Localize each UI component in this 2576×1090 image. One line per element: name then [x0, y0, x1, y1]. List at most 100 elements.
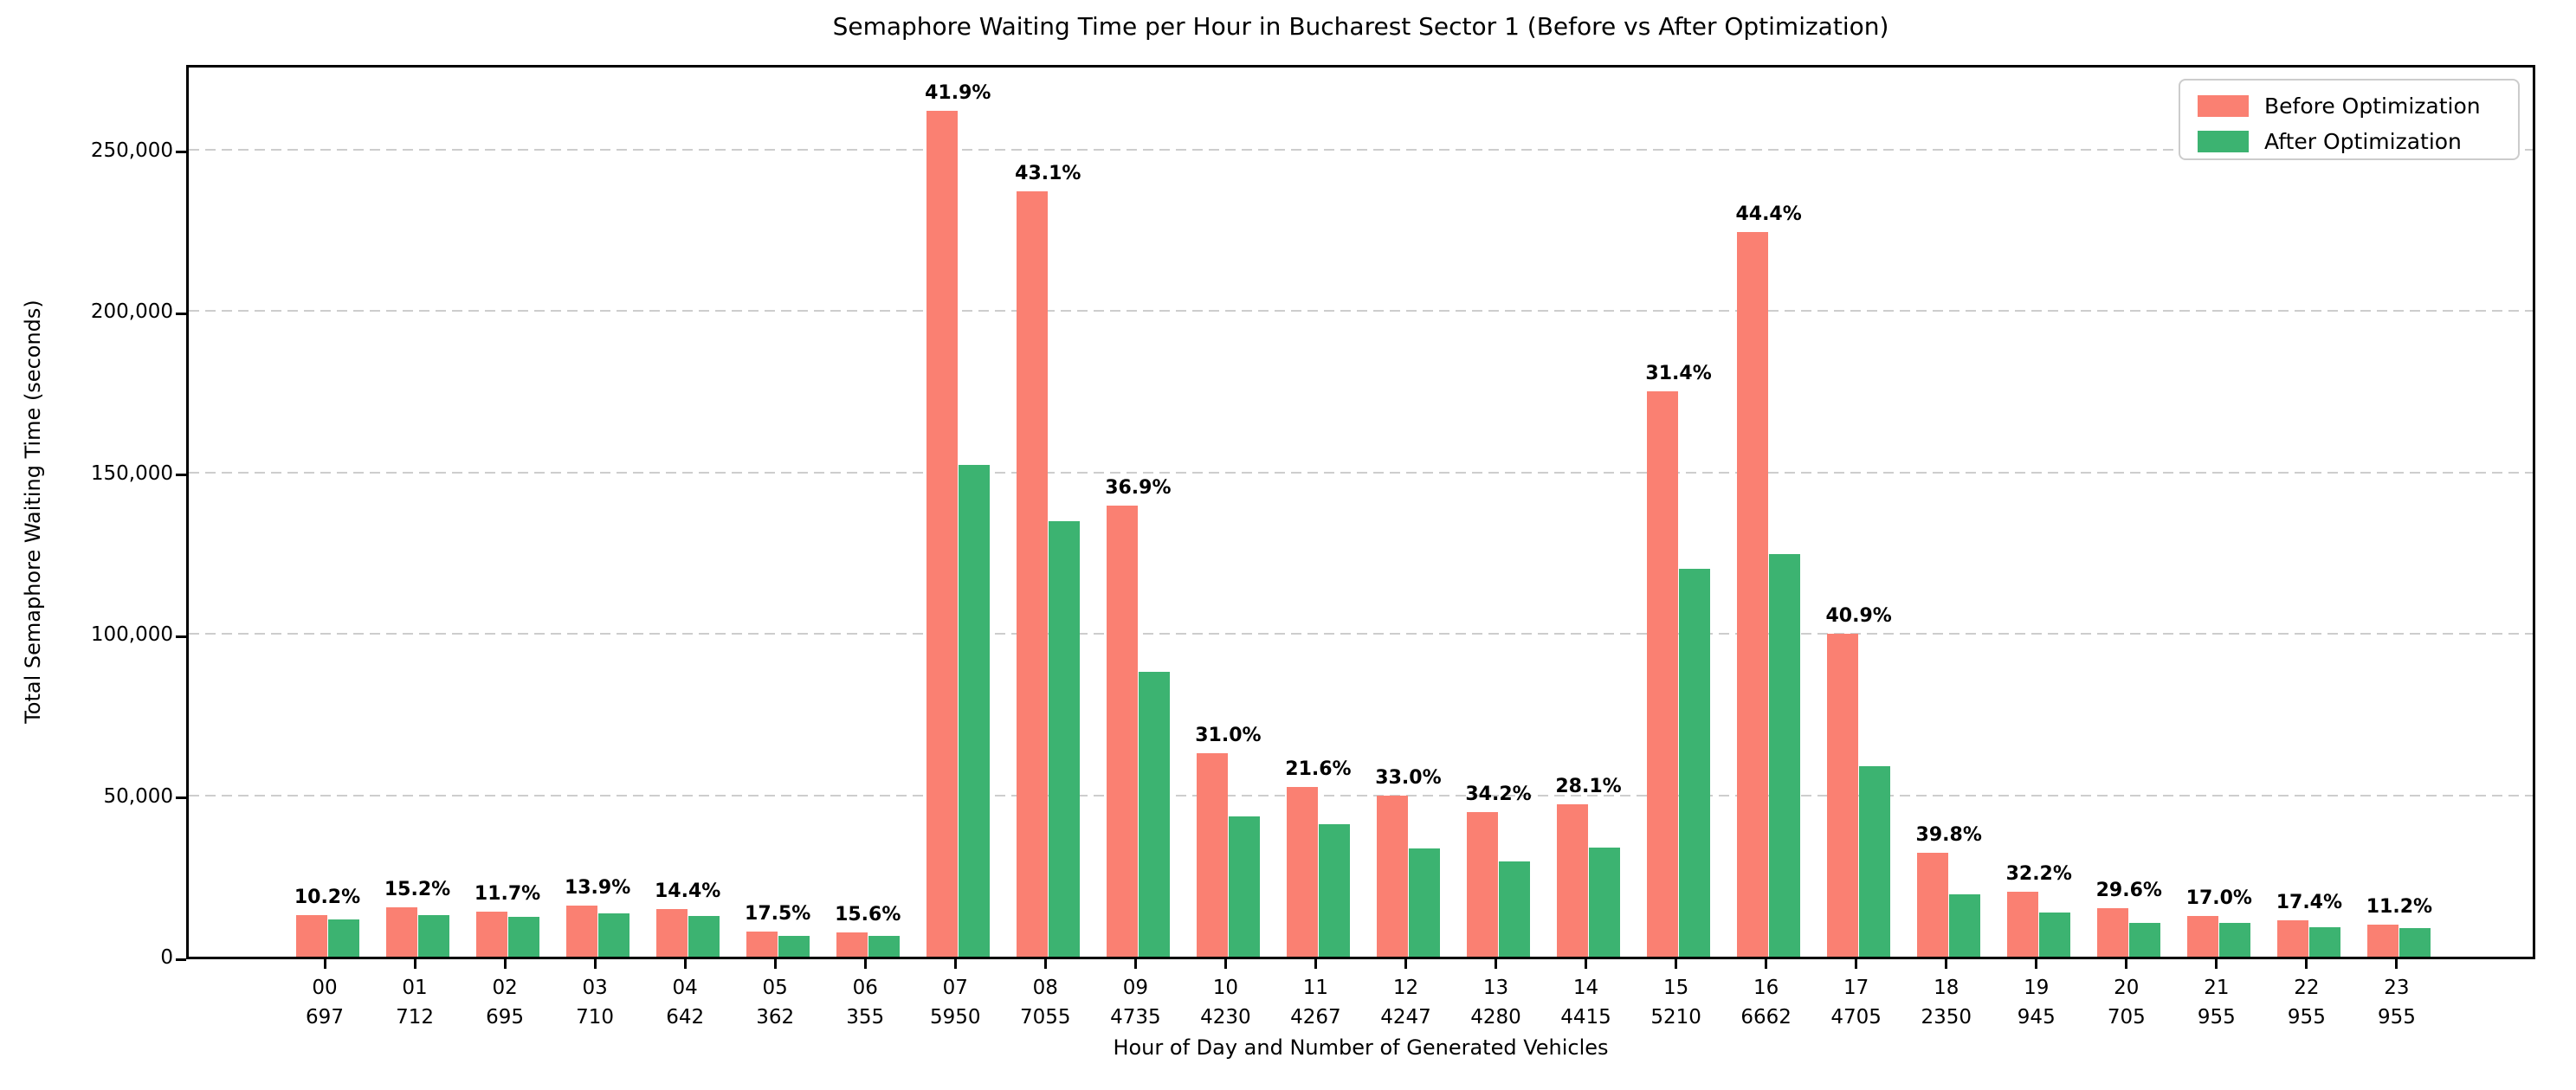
x-tick-mark-16: [1765, 959, 1768, 969]
bar-after-14: [1589, 847, 1621, 957]
reduction-label-17: 40.9%: [1825, 605, 1892, 628]
x-tick-vehicles-08: 7055: [1020, 1006, 1071, 1029]
bar-before-04: [655, 908, 688, 957]
x-tick-vehicles-21: 955: [2197, 1006, 2236, 1029]
bar-before-13: [1467, 812, 1499, 957]
x-tick-hour-23: 23: [2384, 977, 2410, 999]
y-tick-mark-50,000: [176, 797, 186, 800]
x-tick-vehicles-17: 4705: [1830, 1006, 1882, 1029]
bar-after-12: [1408, 848, 1440, 957]
gridline-150,000: [189, 471, 2533, 474]
x-tick-vehicles-07: 5950: [929, 1006, 981, 1029]
bar-after-18: [1949, 893, 1981, 957]
bar-after-02: [507, 917, 539, 957]
reduction-label-01: 15.2%: [384, 879, 451, 901]
x-tick-hour-04: 04: [672, 977, 698, 999]
reduction-label-18: 39.8%: [1915, 824, 1982, 847]
x-tick-label-20: 20 705: [2075, 973, 2179, 1032]
plot-area: 10.2% 15.2% 11.7% 13.9% 14.4% 17.5% 15.6% 41.9%…: [186, 65, 2535, 959]
reduction-label-22: 17.4%: [2276, 892, 2343, 914]
x-tick-hour-00: 00: [312, 977, 338, 999]
reduction-label-04: 14.4%: [654, 880, 721, 902]
bar-after-06: [868, 936, 900, 957]
x-tick-vehicles-12: 4247: [1380, 1006, 1431, 1029]
x-tick-label-19: 19 945: [1985, 973, 2089, 1032]
bar-before-21: [2187, 916, 2219, 957]
x-tick-mark-18: [1945, 959, 1948, 969]
bar-after-20: [2129, 922, 2161, 957]
x-tick-mark-03: [593, 959, 597, 969]
x-tick-label-15: 15 5210: [1624, 973, 1728, 1032]
x-tick-hour-19: 19: [2024, 977, 2050, 999]
x-tick-hour-03: 03: [582, 977, 608, 999]
x-tick-mark-08: [1043, 959, 1047, 969]
x-tick-label-14: 14 4415: [1534, 973, 1638, 1032]
bar-after-00: [327, 919, 359, 957]
legend-entry-after: After Optimization: [2198, 126, 2518, 156]
x-tick-vehicles-18: 2350: [1921, 1006, 1972, 1029]
x-tick-label-11: 11 4267: [1263, 973, 1367, 1032]
reduction-label-16: 44.4%: [1735, 203, 1802, 225]
bar-before-17: [1827, 634, 1859, 957]
x-tick-mark-23: [2395, 959, 2398, 969]
x-tick-hour-01: 01: [402, 977, 428, 999]
y-tick-mark-100,000: [176, 635, 186, 638]
bar-before-06: [836, 932, 868, 957]
reduction-label-11: 21.6%: [1285, 758, 1352, 781]
reduction-label-08: 43.1%: [1015, 163, 1081, 185]
x-tick-hour-09: 09: [1122, 977, 1148, 999]
x-tick-vehicles-04: 642: [666, 1006, 705, 1029]
bar-after-10: [1228, 816, 1260, 957]
bar-before-16: [1737, 231, 1769, 957]
x-tick-mark-17: [1855, 959, 1858, 969]
x-tick-vehicles-05: 362: [756, 1006, 795, 1029]
bar-before-12: [1376, 795, 1408, 957]
bar-before-10: [1196, 753, 1228, 957]
reduction-label-03: 13.9%: [564, 877, 631, 900]
bar-after-03: [597, 913, 629, 957]
y-axis-title: Total Semaphore Waiting Time (seconds): [21, 300, 45, 724]
bar-before-08: [1016, 191, 1048, 957]
bar-before-00: [295, 914, 327, 957]
x-tick-vehicles-11: 4267: [1290, 1006, 1341, 1029]
x-tick-mark-14: [1585, 959, 1588, 969]
x-tick-mark-20: [2125, 959, 2128, 969]
bar-before-22: [2277, 920, 2309, 957]
bar-after-09: [1138, 672, 1170, 957]
x-tick-label-06: 06 355: [813, 973, 917, 1032]
bar-after-11: [1318, 823, 1350, 957]
gridline-100,000: [189, 633, 2533, 635]
x-tick-hour-17: 17: [1843, 977, 1869, 999]
chart-title: Semaphore Waiting Time per Hour in Bucha…: [832, 12, 1889, 41]
x-tick-vehicles-19: 945: [2017, 1006, 2056, 1029]
reduction-label-02: 11.7%: [474, 883, 541, 906]
x-tick-label-12: 12 4247: [1353, 973, 1457, 1032]
y-tick-label-50,000: 50,000: [103, 784, 173, 808]
bar-after-22: [2309, 926, 2341, 957]
reduction-label-19: 32.2%: [2005, 863, 2072, 886]
x-tick-hour-05: 05: [762, 977, 788, 999]
x-tick-mark-10: [1223, 959, 1227, 969]
legend-swatch-after: [2198, 130, 2249, 152]
x-tick-label-23: 23 955: [2345, 973, 2449, 1032]
x-tick-hour-13: 13: [1482, 977, 1509, 999]
bar-before-05: [746, 931, 778, 957]
reduction-label-09: 36.9%: [1105, 477, 1172, 500]
x-tick-label-02: 02 695: [453, 973, 557, 1032]
legend-swatch-before: [2198, 94, 2249, 117]
x-tick-mark-21: [2215, 959, 2218, 969]
x-tick-vehicles-00: 697: [306, 1006, 344, 1029]
x-tick-hour-21: 21: [2204, 977, 2230, 999]
bar-after-04: [688, 915, 720, 957]
y-tick-mark-200,000: [176, 312, 186, 315]
x-axis-title: Hour of Day and Number of Generated Vehi…: [1113, 1035, 1609, 1060]
y-tick-mark-250,000: [176, 151, 186, 154]
legend: Before Optimization After Optimization: [2179, 79, 2520, 160]
bar-before-19: [2007, 892, 2039, 957]
legend-entry-before: Before Optimization: [2198, 91, 2518, 120]
x-tick-mark-09: [1133, 959, 1137, 969]
legend-label-before: Before Optimization: [2264, 93, 2481, 119]
y-tick-label-200,000: 200,000: [90, 300, 173, 324]
x-tick-label-10: 10 4230: [1173, 973, 1277, 1032]
